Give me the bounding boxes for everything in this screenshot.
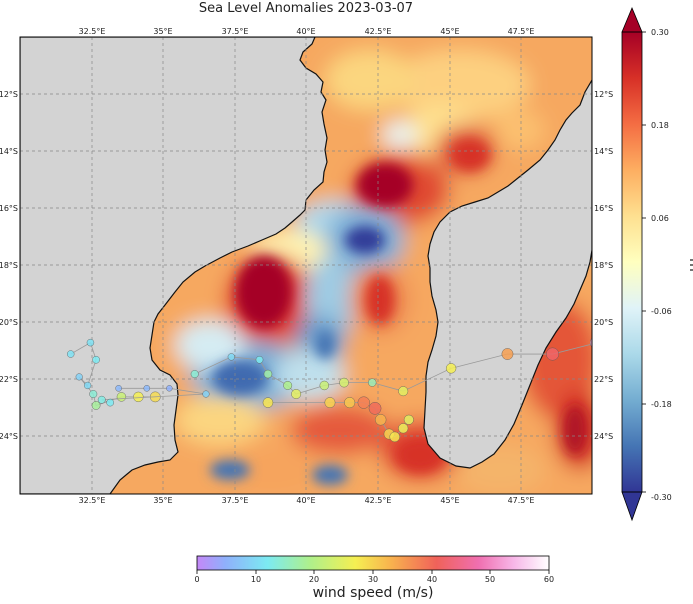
track-point: [291, 389, 302, 399]
track-point: [357, 396, 370, 409]
track-point: [368, 378, 377, 387]
wind-tick: 50: [485, 575, 495, 584]
sla-tick: -0.06: [651, 307, 672, 316]
lat-label-right: 18°S: [594, 261, 613, 270]
track-point: [116, 392, 127, 402]
wind-tick: 60: [544, 575, 554, 584]
lat-label-left: 12°S: [0, 90, 18, 99]
land-madagascar: [423, 78, 592, 469]
lat-label-right: 12°S: [594, 90, 613, 99]
sla-colorbar-extend-top: [621, 6, 643, 33]
track-line: [267, 402, 410, 438]
sla-tick: 0.30: [651, 28, 669, 37]
track-point: [319, 380, 329, 391]
map-frame: [19, 36, 593, 495]
wind-tick: 20: [309, 575, 319, 584]
sla-tick: -0.30: [651, 493, 672, 502]
lat-label-left: 18°S: [0, 261, 18, 270]
lat-label-left: 24°S: [0, 432, 18, 441]
track-point: [262, 397, 274, 408]
lon-label-bottom: 32.5°E: [79, 496, 106, 505]
track-point: [166, 385, 173, 392]
lon-label-top: 32.5°E: [79, 27, 106, 36]
lon-labels-bottom: 32.5°E 35°E 37.5°E 40°E 42.5°E 45°E 47.5…: [79, 496, 535, 505]
wind-colorbar-bar: [196, 555, 550, 571]
lon-label-bottom: 42.5°E: [365, 496, 392, 505]
lon-label-top: 47.5°E: [508, 27, 535, 36]
lat-labels-right: 12°S 14°S 16°S 18°S 20°S 22°S 24°S: [594, 90, 613, 441]
sla-colorbar-extend-bottom: [621, 491, 643, 522]
lon-label-bottom: 47.5°E: [508, 496, 535, 505]
wind-tick: 10: [251, 575, 261, 584]
track-point: [133, 391, 144, 403]
track-point: [202, 390, 210, 398]
lon-label-top: 37.5°E: [222, 27, 249, 36]
sla-colorbar-bar: [622, 32, 642, 492]
lon-label-bottom: 35°E: [153, 496, 172, 505]
sla-tick: -0.18: [651, 400, 672, 409]
lon-label-top: 40°E: [296, 27, 315, 36]
lat-label-left: 20°S: [0, 318, 18, 327]
lon-label-top: 45°E: [440, 27, 459, 36]
gridlines: [20, 37, 592, 494]
track-point: [263, 369, 273, 379]
lat-label-right: 16°S: [594, 204, 613, 213]
track-point: [97, 395, 106, 404]
sla-colorbar-label: m: [686, 258, 693, 272]
lon-label-bottom: 45°E: [440, 496, 459, 505]
wind-tick: 0: [194, 575, 199, 584]
lat-label-left: 22°S: [0, 375, 18, 384]
track-point: [75, 373, 83, 381]
cyclone-tracks: [67, 337, 592, 443]
lat-label-right: 24°S: [594, 432, 613, 441]
lat-label-left: 16°S: [0, 204, 18, 213]
track-point: [283, 381, 293, 390]
sla-colorbar: 0.30 0.18 0.06 -0.06 -0.18 -0.30 m: [621, 6, 693, 522]
lon-label-top: 35°E: [153, 27, 172, 36]
track-point: [91, 401, 101, 410]
lat-label-right: 20°S: [594, 318, 613, 327]
track-point: [403, 414, 414, 425]
lon-label-top: 42.5°E: [365, 27, 392, 36]
track-point: [374, 414, 387, 426]
track-point: [190, 370, 199, 378]
track-point: [255, 355, 264, 364]
lat-labels-left: 12°S 14°S 16°S 18°S 20°S 22°S 24°S: [0, 90, 18, 441]
track-point: [339, 377, 349, 388]
wind-colorbar-label: wind speed (m/s): [313, 585, 434, 600]
track-point: [89, 390, 98, 398]
track-point: [398, 423, 409, 434]
lat-label-left: 14°S: [0, 147, 18, 156]
track-point: [344, 397, 356, 409]
track-point: [389, 431, 400, 443]
track-point: [368, 402, 382, 415]
lon-label-bottom: 40°E: [296, 496, 315, 505]
wind-tick: 30: [368, 575, 378, 584]
track-point: [546, 347, 560, 361]
track-point: [324, 397, 336, 408]
sla-tick: 0.06: [651, 214, 669, 223]
track-point: [445, 363, 457, 374]
track-point: [67, 350, 75, 358]
track-point: [92, 355, 100, 364]
track-point: [106, 398, 114, 407]
track-point: [86, 338, 95, 347]
lon-label-bottom: 37.5°E: [222, 496, 249, 505]
track-point: [501, 348, 514, 360]
wind-tick: 40: [427, 575, 437, 584]
lat-label-right: 22°S: [594, 375, 613, 384]
track-point: [84, 381, 92, 390]
track-point: [115, 385, 122, 392]
track-point: [143, 385, 151, 392]
lat-label-right: 14°S: [594, 147, 613, 156]
sla-tick: 0.18: [651, 121, 669, 130]
wind-colorbar: 0 10 20 30 40 50 60 wind speed (m/s): [194, 555, 554, 601]
track-point: [398, 386, 409, 397]
lon-labels-top: 32.5°E 35°E 37.5°E 40°E 42.5°E 45°E 47.5…: [79, 27, 535, 36]
map-title: Sea Level Anomalies 2023-03-07: [199, 1, 413, 16]
track-point: [227, 353, 235, 361]
